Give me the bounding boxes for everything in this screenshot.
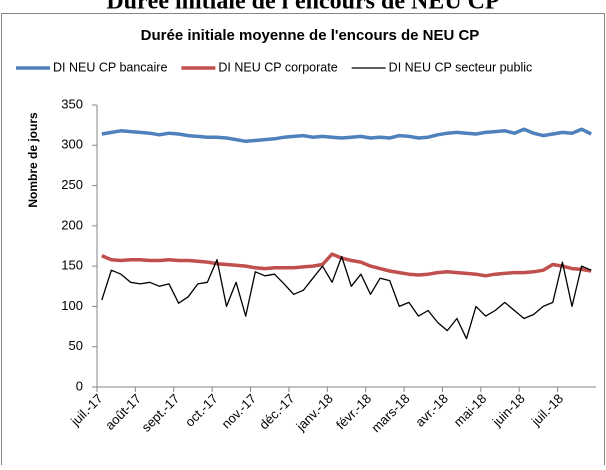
y-tick-label: 250 bbox=[61, 177, 83, 192]
y-tick-label: 350 bbox=[61, 96, 83, 111]
page-title: Durée initiale de l'encours de NEU CP bbox=[106, 0, 499, 15]
y-tick-label: 300 bbox=[61, 137, 83, 152]
legend-label: DI NEU CP bancaire bbox=[53, 60, 167, 74]
chart-title: Durée initiale moyenne de l'encours de N… bbox=[141, 27, 480, 44]
series-line bbox=[101, 252, 592, 278]
y-tick-label: 0 bbox=[76, 378, 83, 393]
y-tick-label: 50 bbox=[69, 338, 83, 353]
y-tick-label: 150 bbox=[61, 258, 83, 273]
y-tick-label: 100 bbox=[61, 298, 83, 313]
series-line bbox=[101, 127, 592, 144]
y-tick-label: 200 bbox=[61, 217, 83, 232]
y-axis-label: Nombre de jours bbox=[26, 112, 40, 208]
series-line bbox=[101, 255, 592, 340]
chart-frame bbox=[1, 13, 605, 466]
legend-label: DI NEU CP corporate bbox=[218, 60, 337, 74]
legend-label: DI NEU CP secteur public bbox=[389, 60, 533, 74]
